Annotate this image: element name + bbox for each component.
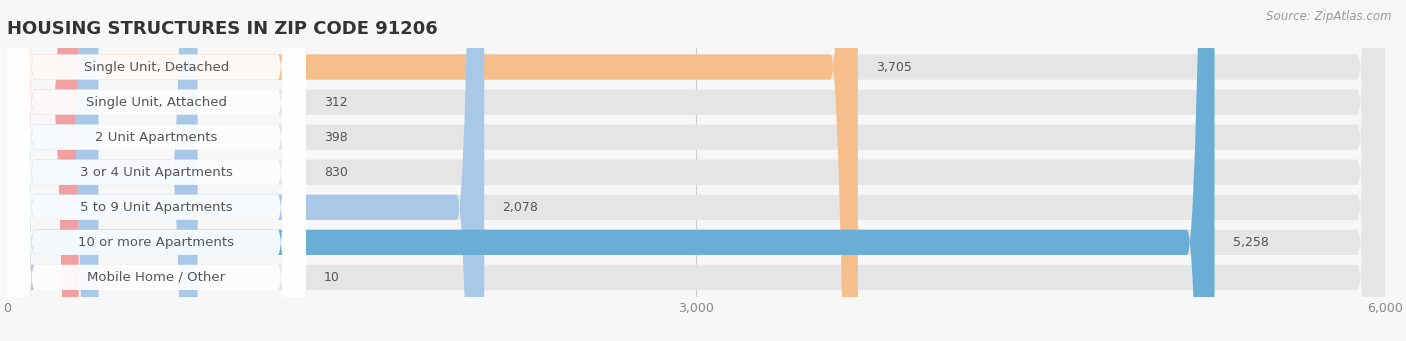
- Text: 5,258: 5,258: [1233, 236, 1268, 249]
- FancyBboxPatch shape: [7, 0, 305, 341]
- Text: 3,705: 3,705: [876, 60, 912, 74]
- Text: Source: ZipAtlas.com: Source: ZipAtlas.com: [1267, 10, 1392, 23]
- FancyBboxPatch shape: [7, 0, 1385, 341]
- Text: 2,078: 2,078: [502, 201, 538, 214]
- FancyBboxPatch shape: [7, 0, 305, 341]
- FancyBboxPatch shape: [7, 0, 198, 341]
- FancyBboxPatch shape: [7, 0, 305, 341]
- Text: Single Unit, Detached: Single Unit, Detached: [84, 60, 229, 74]
- Text: Mobile Home / Other: Mobile Home / Other: [87, 271, 225, 284]
- FancyBboxPatch shape: [7, 0, 858, 341]
- FancyBboxPatch shape: [7, 0, 305, 341]
- Text: 2 Unit Apartments: 2 Unit Apartments: [96, 131, 218, 144]
- Text: 398: 398: [323, 131, 347, 144]
- Text: 312: 312: [323, 95, 347, 108]
- FancyBboxPatch shape: [7, 0, 1385, 341]
- Text: Single Unit, Attached: Single Unit, Attached: [86, 95, 226, 108]
- FancyBboxPatch shape: [7, 0, 305, 341]
- FancyBboxPatch shape: [7, 0, 1215, 341]
- FancyBboxPatch shape: [0, 0, 35, 341]
- FancyBboxPatch shape: [7, 0, 1385, 341]
- Text: HOUSING STRUCTURES IN ZIP CODE 91206: HOUSING STRUCTURES IN ZIP CODE 91206: [7, 20, 437, 38]
- Text: 3 or 4 Unit Apartments: 3 or 4 Unit Apartments: [80, 166, 233, 179]
- Text: 10: 10: [323, 271, 340, 284]
- FancyBboxPatch shape: [7, 0, 1385, 341]
- FancyBboxPatch shape: [7, 0, 305, 341]
- FancyBboxPatch shape: [7, 0, 98, 341]
- FancyBboxPatch shape: [7, 0, 79, 341]
- Text: 5 to 9 Unit Apartments: 5 to 9 Unit Apartments: [80, 201, 232, 214]
- FancyBboxPatch shape: [7, 0, 305, 341]
- Text: 10 or more Apartments: 10 or more Apartments: [79, 236, 235, 249]
- FancyBboxPatch shape: [7, 0, 1385, 341]
- FancyBboxPatch shape: [7, 0, 484, 341]
- Text: 830: 830: [323, 166, 347, 179]
- FancyBboxPatch shape: [7, 0, 1385, 341]
- FancyBboxPatch shape: [7, 0, 1385, 341]
